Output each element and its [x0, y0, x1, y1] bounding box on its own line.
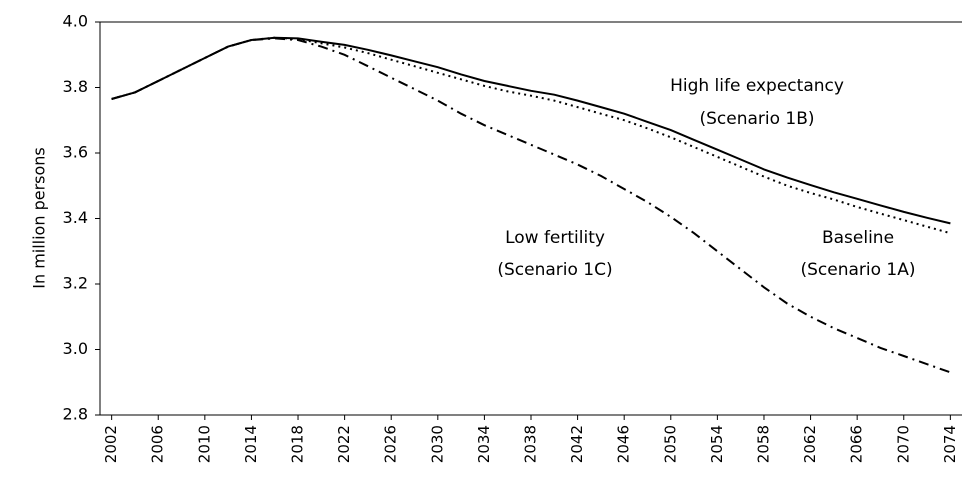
x-tick-label: 2062	[801, 425, 819, 463]
y-tick-label: 3.0	[63, 339, 88, 358]
line-series	[111, 37, 951, 374]
x-tick-label: 2002	[102, 425, 120, 463]
x-tick-label: 2054	[708, 425, 726, 463]
x-tick-label: 2066	[848, 425, 866, 463]
x-tick-label: 2014	[242, 425, 260, 463]
x-tick-label: 2058	[754, 425, 772, 463]
line-series	[111, 36, 951, 235]
x-tick-label: 2038	[522, 425, 540, 463]
y-tick-label: 3.4	[63, 208, 88, 227]
x-tick-label: 2070	[894, 425, 912, 463]
y-tick-label: 3.8	[63, 77, 88, 96]
annotation: (Scenario 1A)	[800, 260, 915, 280]
x-tick-label: 2034	[475, 425, 493, 463]
y-tick-label: 2.8	[63, 405, 88, 424]
annotation: (Scenario 1B)	[699, 109, 814, 129]
y-tick-label: 4.0	[63, 12, 88, 31]
annotation: (Scenario 1C)	[497, 260, 612, 280]
x-tick-label: 2022	[335, 425, 353, 463]
annotation: Baseline	[822, 228, 894, 248]
x-tick-label: 2010	[195, 425, 213, 463]
y-tick-label: 3.6	[63, 143, 88, 162]
annotation: Low fertility	[505, 228, 605, 248]
x-tick-label: 2026	[382, 425, 400, 463]
x-tick-label: 2006	[149, 425, 167, 463]
x-tick-label: 2050	[661, 425, 679, 463]
x-tick-label: 2046	[615, 425, 633, 463]
line-series	[111, 36, 951, 225]
x-tick-label: 2042	[568, 425, 586, 463]
annotation: High life expectancy	[670, 76, 844, 96]
y-axis-label: In million persons	[30, 147, 49, 289]
y-tick-label: 3.2	[63, 274, 88, 293]
x-tick-label: 2030	[428, 425, 446, 463]
x-tick-label: 2074	[941, 425, 959, 463]
x-tick-label: 2018	[289, 425, 307, 463]
